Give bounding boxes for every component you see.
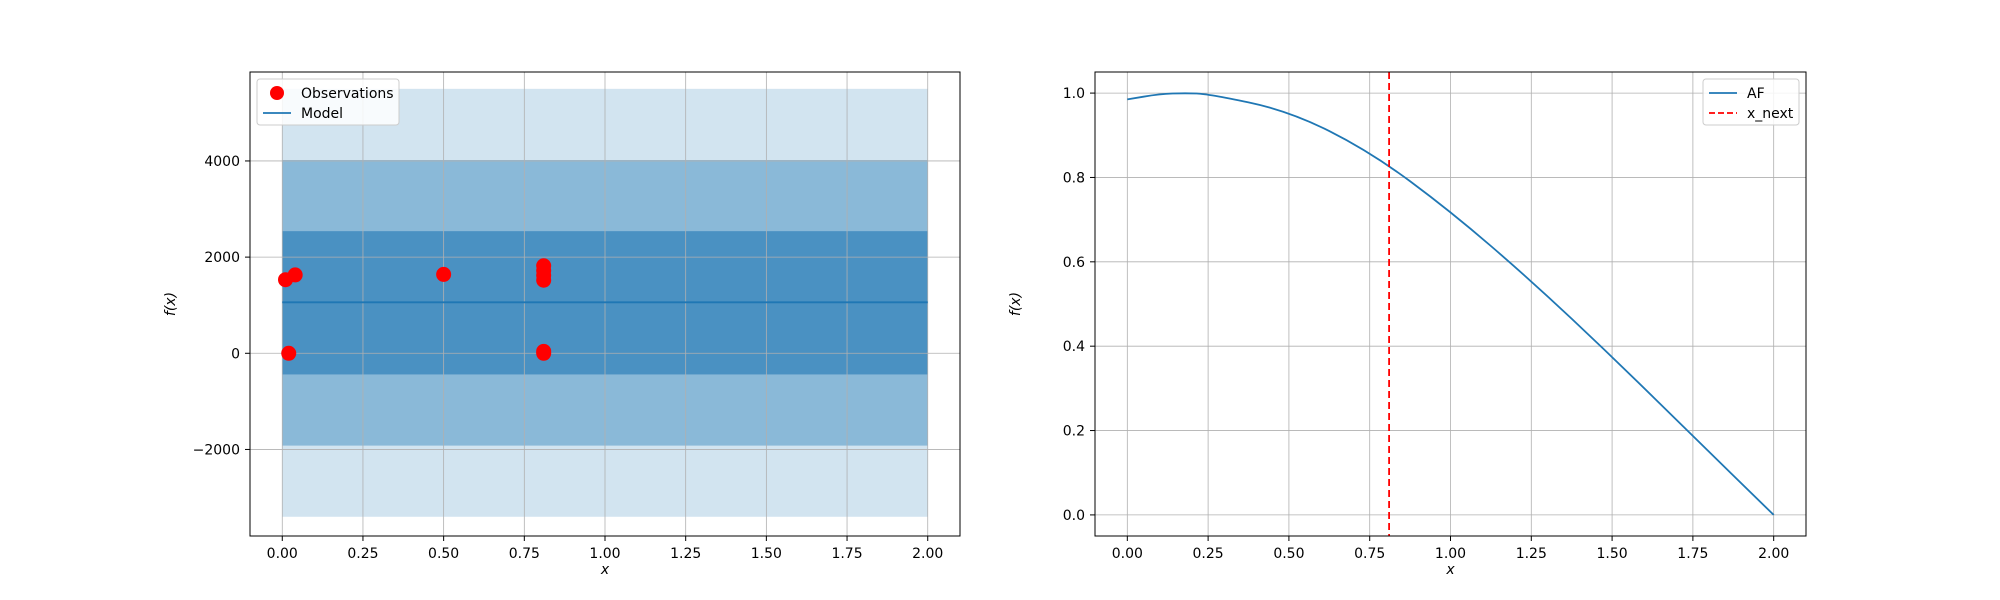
- legend-label-1: x_next: [1747, 106, 1794, 122]
- y-tick-label: 0.2: [1063, 424, 1085, 440]
- x-tick-label: 1.25: [670, 546, 701, 562]
- x-axis-label: x: [600, 562, 610, 578]
- x-tick-label: 0.75: [1354, 546, 1385, 562]
- x-tick-label: 1.75: [831, 546, 862, 562]
- series-line-af: [1127, 92, 1775, 516]
- y-tick-label: 4000: [204, 154, 240, 170]
- legend-label-0: AF: [1747, 86, 1765, 102]
- x-tick-label: 1.75: [1677, 546, 1708, 562]
- y-tick-label: 0.0: [1063, 508, 1085, 524]
- y-tick-label: 2000: [204, 250, 240, 266]
- observation-point: [536, 345, 552, 361]
- y-tick-label: 0.6: [1063, 255, 1085, 271]
- x-tick-label: 0.75: [509, 546, 540, 562]
- x-tick-label: 1.50: [1597, 546, 1628, 562]
- legend: AF x_next: [1702, 78, 1800, 126]
- x-tick-label: 0.50: [1273, 546, 1304, 562]
- observation-point: [436, 266, 452, 282]
- chart-left-observations-model: 0.00 0.25 0.50 0.75 1.00 1.25 1.50 1.75 2.00 −200…: [163, 71, 961, 578]
- legend-marker-0: [270, 86, 284, 100]
- x-tick-label: 1.00: [589, 546, 620, 562]
- x-tick-label: 2.00: [1758, 546, 1789, 562]
- observation-point: [281, 345, 297, 361]
- x-tick-label: 1.50: [751, 546, 782, 562]
- x-tick-label: 2.00: [912, 546, 943, 562]
- y-axis-label: f(x): [1008, 292, 1024, 316]
- y-tick-label: 0.8: [1063, 170, 1085, 186]
- x-axis-label: x: [1445, 562, 1455, 578]
- observation-point: [287, 267, 303, 283]
- x-tick-label: 0.25: [1193, 546, 1224, 562]
- y-tick-label: 0.4: [1063, 339, 1085, 355]
- y-tick-label: 1.0: [1063, 86, 1085, 102]
- chart-right-acquisition-function: 0.00 0.25 0.50 0.75 1.00 1.25 1.50 1.75 2.00 0.0 0…: [1008, 71, 1807, 578]
- x-tick-label: 1.00: [1435, 546, 1466, 562]
- y-axis-label: f(x): [163, 292, 179, 316]
- y-tick-label: −2000: [193, 442, 240, 458]
- legend-label-1: Model: [301, 106, 343, 122]
- legend-box: [256, 78, 400, 126]
- x-tick-label: 0.25: [347, 546, 378, 562]
- x-tick-label: 1.25: [1516, 546, 1547, 562]
- observation-point: [536, 272, 552, 288]
- legend-label-0: Observations: [301, 86, 394, 102]
- x-tick-label: 0.00: [1112, 546, 1143, 562]
- legend: Observations Model: [256, 78, 400, 126]
- x-tick-label: 0.00: [267, 546, 298, 562]
- x-tick-label: 0.50: [428, 546, 459, 562]
- y-tick-label: 0: [231, 346, 240, 362]
